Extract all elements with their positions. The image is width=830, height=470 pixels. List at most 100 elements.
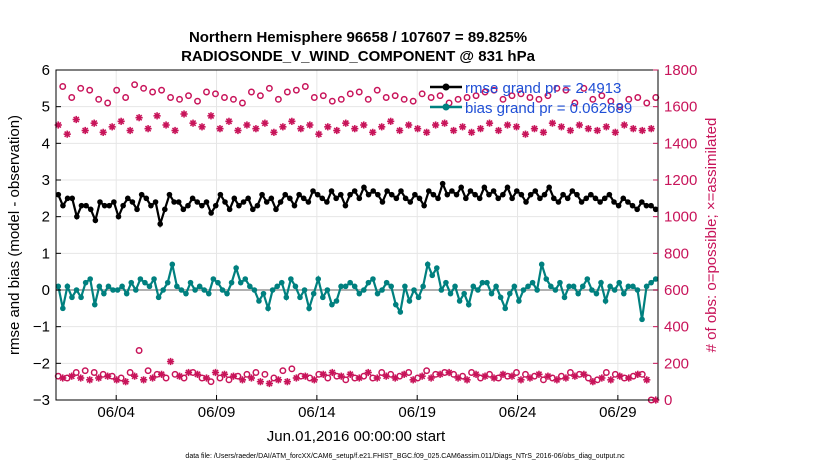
series-1-point-36 — [219, 287, 226, 293]
series-1-point-110 — [557, 279, 563, 286]
series-3-point-84 — [432, 121, 440, 129]
series-1-point-16 — [128, 279, 135, 286]
series-3-point-27 — [175, 372, 184, 380]
series-0-line — [57, 180, 657, 229]
series-3-point-78 — [405, 121, 413, 129]
series-2-point-7 — [86, 86, 94, 94]
asterisk-stroke-d2 — [517, 376, 525, 383]
series-layer — [54, 81, 660, 404]
series-2-point-52 — [288, 365, 296, 373]
series-1-point-17 — [133, 287, 139, 293]
asterisk-stroke-d2 — [144, 125, 152, 132]
series-2-point-67 — [355, 88, 363, 96]
series-1-point-117 — [589, 287, 595, 293]
series-0 — [55, 180, 659, 229]
asterisk-stroke-d2 — [234, 127, 242, 134]
series-0-point-81 — [430, 191, 437, 198]
series-0-point-87 — [458, 184, 464, 191]
asterisk-stroke-d2 — [396, 127, 403, 134]
series-1-point-71 — [379, 287, 385, 293]
series-3-point-111 — [553, 376, 561, 384]
series-0-point-51 — [291, 202, 298, 209]
x-axis-label: Jun.01,2016 00:00:00 start — [267, 428, 446, 445]
series-0-point-11 — [106, 202, 113, 209]
asterisk-stroke-d2 — [275, 376, 282, 383]
series-0-point-64 — [351, 188, 358, 194]
series-1-point-23 — [160, 287, 166, 293]
series-1-point-20 — [146, 283, 153, 290]
series-1-point-61 — [333, 298, 340, 304]
series-0-point-72 — [388, 191, 395, 198]
asterisk-stroke-d2 — [454, 374, 462, 382]
series-0-point-59 — [328, 188, 335, 194]
series-3-point-6 — [81, 126, 89, 135]
series-3-point-117 — [580, 370, 588, 378]
legend-bias-marker — [442, 103, 450, 111]
x-tick-label-4: 06/24 — [499, 404, 537, 421]
series-0-point-20 — [148, 202, 154, 209]
plot-frame — [55, 69, 659, 401]
series-3-point-79 — [409, 376, 417, 384]
series-3-point-116 — [575, 121, 583, 129]
series-1-point-96 — [493, 283, 499, 290]
series-1-point-15 — [123, 290, 130, 297]
asterisk-stroke-d2 — [95, 374, 102, 382]
series-0-point-113 — [578, 199, 585, 205]
asterisk-stroke-d2 — [634, 371, 641, 378]
series-3-point-67 — [355, 374, 363, 382]
series-1-point-12 — [110, 287, 116, 293]
series-2-point-41 — [238, 99, 246, 107]
series-1-point-24 — [164, 279, 171, 286]
series-3-point-77 — [400, 370, 408, 378]
series-2-point-27 — [176, 95, 183, 103]
series-1-point-2 — [64, 283, 71, 290]
series-2-point-64 — [342, 376, 350, 384]
series-1-point-56 — [310, 290, 317, 297]
asterisk-stroke-d2 — [239, 376, 246, 383]
series-3-point-130 — [638, 126, 646, 135]
series-1-point-93 — [479, 279, 486, 286]
series-0-point-116 — [592, 195, 599, 202]
series-0-point-90 — [472, 191, 478, 198]
series-1-point-131 — [652, 276, 659, 282]
series-0-point-7 — [87, 206, 94, 213]
series-3-point-132 — [647, 125, 655, 133]
series-0-point-19 — [143, 195, 150, 202]
series-1-point-121 — [607, 283, 613, 290]
asterisk-stroke-d2 — [153, 112, 161, 119]
asterisk-stroke-d2 — [594, 127, 601, 134]
series-0-point-118 — [601, 195, 608, 202]
y2-tick-label-8: 1600 — [664, 99, 697, 116]
series-3-point-34 — [207, 112, 215, 120]
series-0-point-27 — [180, 206, 187, 213]
y2-tick-label-7: 1400 — [664, 135, 697, 152]
series-2-point-21 — [149, 88, 157, 96]
series-2-point-127 — [625, 95, 633, 103]
series-2-point-108 — [539, 376, 547, 384]
asterisk-stroke-d2 — [607, 376, 614, 383]
asterisk-stroke-d2 — [571, 373, 579, 380]
asterisk-stroke-d2 — [225, 118, 233, 125]
series-3-point-98 — [494, 126, 503, 135]
series-3-point-38 — [225, 117, 233, 125]
series-0-point-86 — [453, 191, 460, 198]
series-3-point-121 — [598, 374, 606, 382]
series-2-point-5 — [77, 84, 85, 92]
series-0-point-33 — [208, 210, 214, 216]
series-0-point-35 — [217, 191, 224, 198]
asterisk-stroke-d2 — [64, 131, 71, 138]
asterisk-stroke-d2 — [257, 378, 264, 385]
series-0-point-56 — [314, 191, 321, 198]
series-2-point-122 — [602, 369, 610, 376]
series-1-point-75 — [397, 309, 404, 315]
asterisk-stroke-d2 — [279, 123, 287, 130]
series-3-point-49 — [274, 376, 282, 384]
series-3-point-0 — [54, 121, 62, 129]
asterisk-stroke-d2 — [261, 120, 269, 127]
series-2-point-101 — [508, 92, 516, 100]
series-0-point-75 — [402, 195, 409, 202]
footnote: data file: /Users/raeder/DAI/ATM_forcXX/… — [185, 453, 625, 460]
series-3-point-131 — [643, 376, 651, 384]
series-3-point-33 — [202, 374, 211, 382]
asterisk-stroke-d2 — [445, 369, 453, 376]
